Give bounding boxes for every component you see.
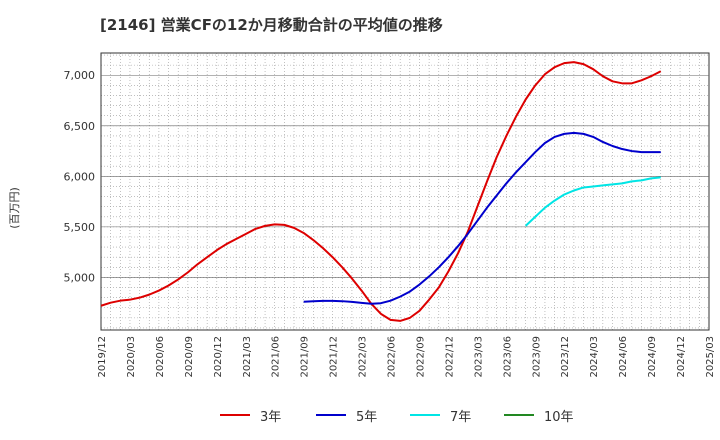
x-tick-label: 2021/12 bbox=[329, 336, 340, 378]
legend-label: 3年 bbox=[260, 409, 282, 425]
legend-label: 10年 bbox=[544, 409, 574, 425]
x-tick-label: 2024/03 bbox=[589, 336, 600, 378]
y-tick-label: 6,500 bbox=[64, 120, 96, 133]
x-tick-label: 2022/03 bbox=[358, 336, 369, 378]
x-axis: 2019/12 2020/03 2020/06 2020/09 2020/12 2021/… bbox=[97, 336, 716, 378]
x-tick-label: 2022/06 bbox=[387, 336, 398, 378]
x-tick-label: 2023/09 bbox=[531, 336, 542, 378]
x-tick-label: 2024/09 bbox=[647, 336, 658, 378]
x-tick-label: 2020/12 bbox=[213, 336, 224, 378]
grid bbox=[101, 53, 709, 330]
legend-item: 7年 bbox=[410, 404, 471, 426]
x-tick-label: 2025/03 bbox=[705, 336, 716, 378]
x-tick-label: 2022/09 bbox=[415, 336, 426, 378]
y-tick-label: 5,500 bbox=[64, 221, 96, 234]
legend-item: 5年 bbox=[316, 404, 377, 426]
plot-background bbox=[101, 53, 709, 330]
legend-item: 10年 bbox=[504, 404, 574, 426]
legend-label: 5年 bbox=[356, 409, 378, 425]
legend-swatch bbox=[504, 414, 534, 416]
x-tick-label: 2023/03 bbox=[473, 336, 484, 378]
legend-label: 7年 bbox=[450, 409, 472, 425]
x-tick-label: 2020/06 bbox=[155, 336, 166, 378]
series-lines bbox=[100, 61, 662, 322]
y-tick-label: 6,000 bbox=[64, 170, 96, 183]
x-tick-label: 2023/06 bbox=[502, 336, 513, 378]
x-tick-label: 2021/03 bbox=[242, 336, 253, 378]
legend-swatch bbox=[220, 414, 250, 416]
y-tick-label: 7,000 bbox=[64, 69, 96, 82]
x-tick-label: 2023/12 bbox=[560, 336, 571, 378]
x-tick-label: 2020/03 bbox=[126, 336, 137, 378]
x-tick-label: 2024/06 bbox=[618, 336, 629, 378]
x-tick-label: 2022/12 bbox=[444, 336, 455, 378]
x-tick-label: 2019/12 bbox=[97, 336, 108, 378]
x-tick-label: 2021/09 bbox=[300, 336, 311, 378]
y-axis: 5,000 5,500 6,000 6,500 7,000 bbox=[64, 69, 709, 284]
legend-swatch bbox=[410, 414, 440, 416]
x-tick-label: 2024/12 bbox=[676, 336, 687, 378]
series-line-5年 bbox=[303, 131, 661, 305]
legend-swatch bbox=[316, 414, 346, 416]
x-tick-label: 2021/06 bbox=[271, 336, 282, 378]
y-tick-label: 5,000 bbox=[64, 271, 96, 284]
plot-frame bbox=[100, 52, 710, 331]
series-line-7年 bbox=[524, 176, 661, 227]
series-line-3年 bbox=[100, 61, 662, 322]
legend: 3年 5年 7年 10年 bbox=[0, 404, 720, 426]
chart-title: [2146] 営業CFの12か月移動合計の平均値の推移 bbox=[100, 16, 443, 34]
legend-item: 3年 bbox=[220, 404, 281, 426]
x-tick-label: 2020/09 bbox=[184, 336, 195, 378]
